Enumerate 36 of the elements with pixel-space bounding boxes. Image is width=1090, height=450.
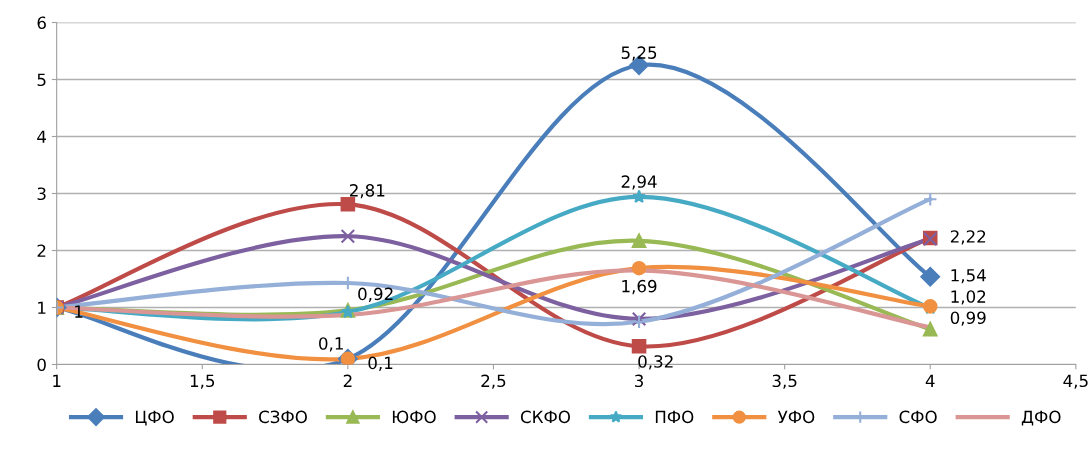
data-label: 1,69: [622, 279, 657, 295]
x-tick-label: 2: [343, 374, 352, 387]
data-label: 2,22: [950, 230, 986, 245]
x-tick-label: 1,5: [190, 374, 215, 389]
x-tick-label: 3: [635, 374, 644, 388]
data-label: 0,99: [950, 311, 986, 326]
data-label: 0,1: [319, 337, 343, 352]
data-label: 0,1: [368, 356, 393, 371]
y-tick-label: 0: [37, 358, 46, 372]
y-tick-label: 1: [38, 301, 46, 314]
x-tick-label: 2,5: [481, 374, 506, 389]
data-label: 1,02: [951, 290, 986, 305]
data-label: 2,94: [621, 175, 657, 190]
y-tick-label: 4: [37, 130, 47, 143]
data-label: 2,81: [349, 184, 385, 199]
data-label: 0,92: [358, 287, 393, 302]
y-tick-label: 3: [37, 187, 46, 201]
data-label: 1: [75, 305, 83, 318]
x-tick-label: 4,5: [1063, 374, 1088, 389]
data-label: 5,25: [621, 46, 657, 61]
legend-label: СЗФО: [259, 410, 307, 424]
x-tick-label: 4: [925, 374, 935, 387]
legend-label: СКФО: [520, 410, 571, 424]
y-tick-label: 5: [37, 73, 46, 87]
legend-label: ПФО: [655, 410, 694, 424]
data-label: 0,32: [638, 355, 673, 370]
y-tick-label: 2: [37, 244, 46, 257]
legend-label: УФО: [777, 410, 815, 424]
legend-label: ДФО: [1021, 410, 1061, 426]
legend-label: ЮФО: [392, 410, 436, 424]
x-tick-label: 3,5: [772, 374, 797, 389]
y-tick-label: 6: [37, 16, 46, 30]
legend-label: ЦФО: [135, 410, 174, 426]
data-label: 1,54: [951, 269, 986, 284]
x-tick-label: 1: [53, 374, 61, 387]
legend-label: СФО: [899, 410, 937, 424]
